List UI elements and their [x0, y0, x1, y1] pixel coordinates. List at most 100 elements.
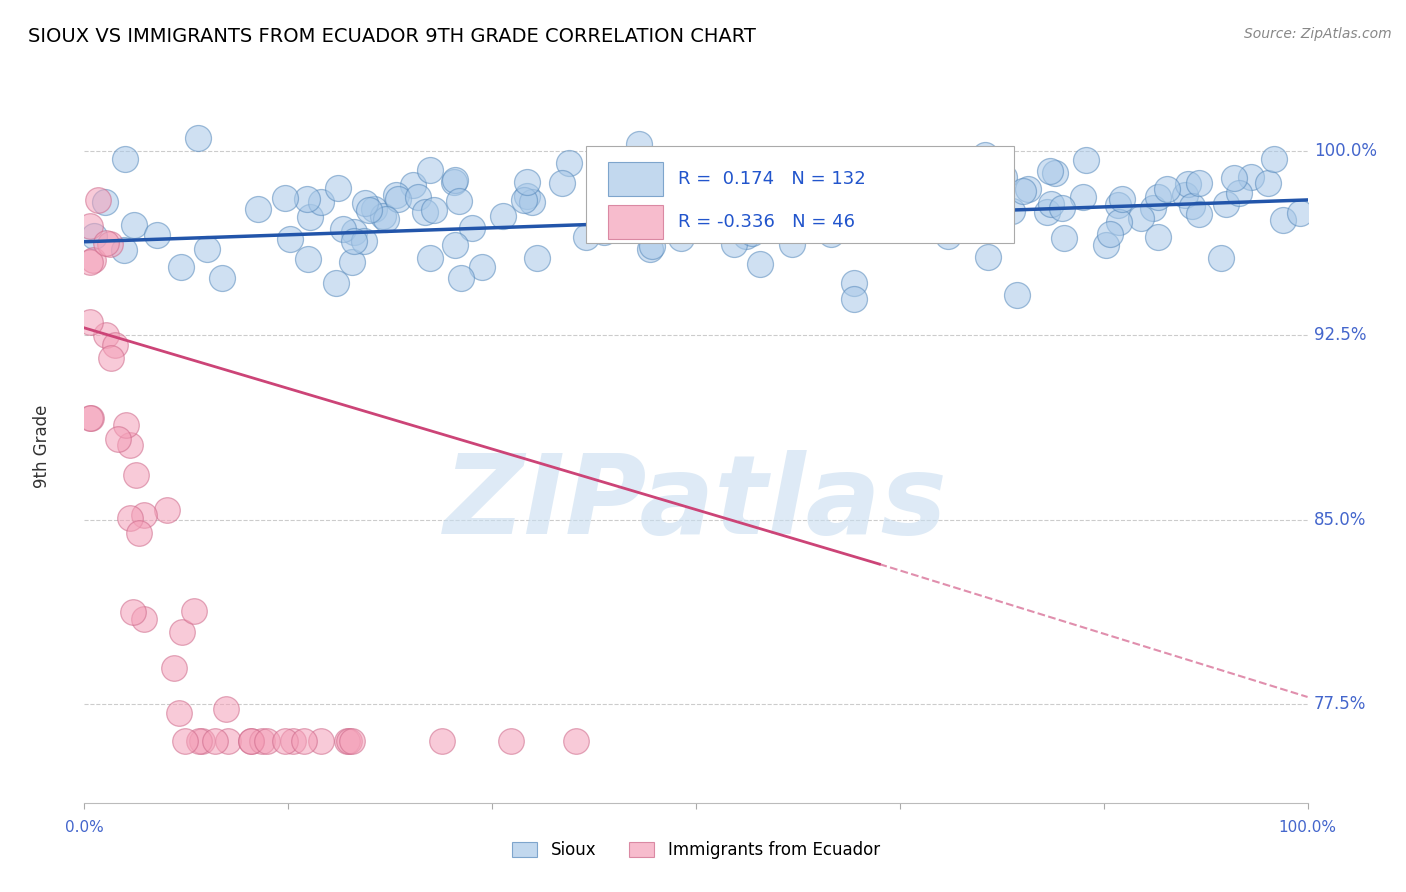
Point: [156, 503, 179, 517]
Point: [326, 181, 349, 195]
Point: [1130, 211, 1153, 225]
Point: [94, 194, 117, 209]
Point: [413, 204, 436, 219]
Point: [893, 208, 915, 222]
Point: [432, 734, 454, 748]
Point: [100, 236, 122, 251]
Point: [337, 734, 360, 748]
Point: [274, 191, 297, 205]
Point: [104, 338, 127, 352]
Text: SIOUX VS IMMIGRANTS FROM ECUADOR 9TH GRADE CORRELATION CHART: SIOUX VS IMMIGRANTS FROM ECUADOR 9TH GRA…: [28, 27, 756, 45]
Point: [1099, 227, 1122, 241]
Point: [173, 734, 195, 748]
Point: [1147, 189, 1170, 203]
Text: 100.0%: 100.0%: [1313, 142, 1376, 160]
Point: [354, 196, 377, 211]
Point: [353, 234, 375, 248]
Point: [278, 232, 301, 246]
Point: [204, 734, 226, 748]
Point: [936, 228, 959, 243]
Point: [820, 227, 842, 242]
Point: [1188, 176, 1211, 190]
Point: [447, 194, 470, 208]
Point: [82, 252, 104, 267]
Point: [191, 734, 214, 748]
Point: [787, 196, 810, 211]
Point: [641, 239, 664, 253]
Point: [325, 276, 347, 290]
Point: [256, 734, 278, 748]
Point: [297, 252, 319, 266]
Text: R = -0.336   N = 46: R = -0.336 N = 46: [678, 213, 855, 231]
Point: [565, 734, 588, 748]
Point: [419, 163, 441, 178]
Text: Source: ZipAtlas.com: Source: ZipAtlas.com: [1244, 27, 1392, 41]
Point: [274, 734, 297, 748]
Point: [797, 205, 820, 219]
Point: [1012, 184, 1035, 198]
Point: [172, 625, 194, 640]
Text: ZIPatlas: ZIPatlas: [444, 450, 948, 557]
Point: [340, 255, 363, 269]
Point: [419, 251, 441, 265]
Point: [343, 234, 366, 248]
Point: [183, 604, 205, 618]
Point: [387, 192, 409, 206]
Point: [827, 219, 849, 233]
Point: [941, 196, 963, 211]
Point: [374, 211, 396, 226]
Point: [292, 734, 315, 748]
Point: [1071, 190, 1094, 204]
Point: [217, 734, 239, 748]
Point: [122, 605, 145, 619]
Point: [471, 260, 494, 274]
Point: [115, 417, 138, 432]
Point: [283, 734, 305, 748]
Point: [359, 202, 381, 217]
Point: [240, 734, 263, 748]
Point: [925, 157, 948, 171]
Point: [575, 229, 598, 244]
Point: [734, 228, 756, 243]
Point: [79, 254, 101, 268]
Point: [246, 202, 269, 217]
Point: [112, 243, 135, 257]
Point: [94, 328, 117, 343]
Point: [299, 210, 322, 224]
Point: [215, 702, 238, 716]
Point: [721, 222, 744, 236]
Point: [1263, 152, 1285, 166]
FancyBboxPatch shape: [586, 146, 1014, 243]
Point: [79, 411, 101, 425]
Text: 0.0%: 0.0%: [65, 820, 104, 835]
Point: [526, 251, 548, 265]
Text: R =  0.174   N = 132: R = 0.174 N = 132: [678, 170, 865, 188]
Point: [993, 170, 1015, 185]
Point: [128, 526, 150, 541]
Point: [118, 438, 141, 452]
Point: [613, 193, 636, 207]
Point: [309, 194, 332, 209]
Point: [1036, 204, 1059, 219]
Point: [444, 172, 467, 186]
Point: [842, 292, 865, 306]
Point: [83, 229, 105, 244]
Legend: Sioux, Immigrants from Ecuador: Sioux, Immigrants from Ecuador: [505, 835, 887, 866]
Point: [80, 411, 103, 425]
Point: [1209, 251, 1232, 265]
Bar: [607, 162, 664, 196]
Point: [1174, 188, 1197, 202]
Point: [1271, 213, 1294, 227]
Point: [371, 209, 394, 223]
Text: 92.5%: 92.5%: [1313, 326, 1367, 344]
Point: [124, 218, 146, 232]
Point: [844, 277, 866, 291]
Point: [841, 221, 863, 235]
Point: [658, 222, 681, 236]
Point: [443, 237, 465, 252]
Point: [516, 175, 538, 189]
Text: 9th Grade: 9th Grade: [32, 404, 51, 488]
Point: [516, 188, 538, 202]
Point: [748, 167, 770, 181]
Point: [749, 257, 772, 271]
